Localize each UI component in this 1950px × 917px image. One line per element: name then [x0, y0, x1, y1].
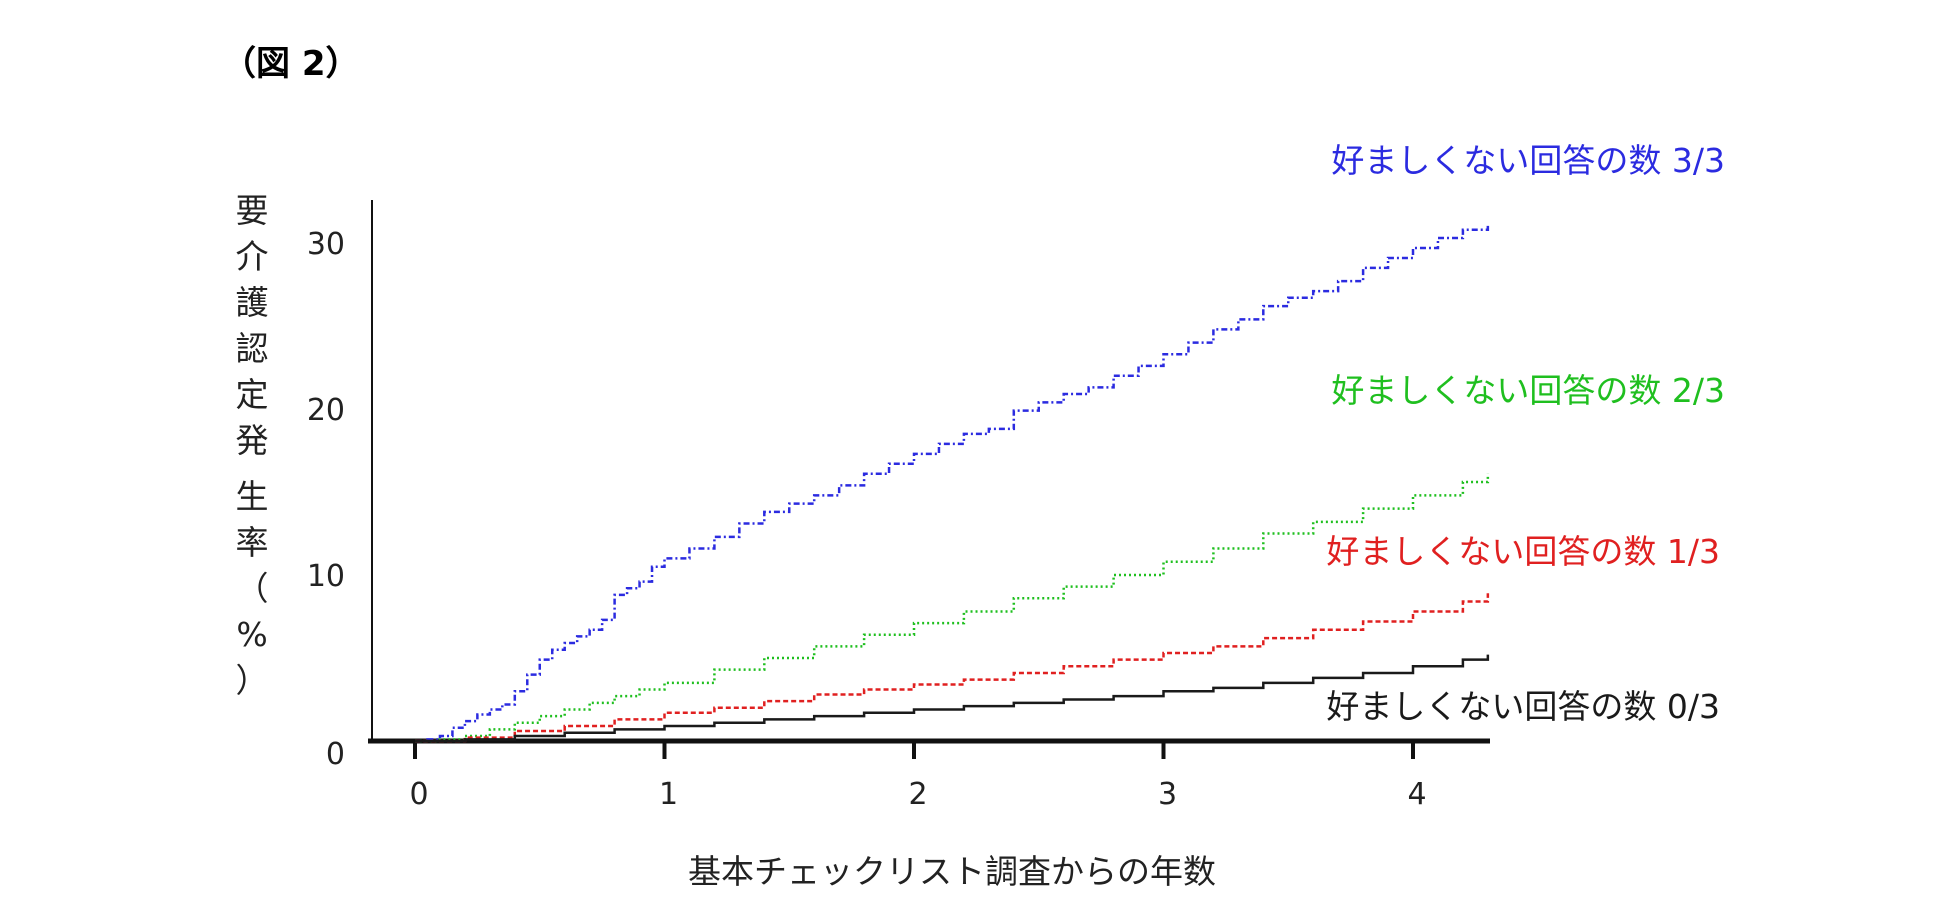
- series-labels: 好ましくない回答の数 3/3 好ましくない回答の数 2/3 好ましくない回答の数 1…: [1326, 141, 1725, 726]
- y-tick-label: 20: [307, 393, 345, 428]
- x-tick-label: 3: [1158, 777, 1177, 812]
- x-tick-label: 0: [409, 777, 428, 812]
- series-group: [415, 223, 1490, 743]
- x-tick-label: 4: [1407, 777, 1426, 812]
- y-axis-title-char: 認: [236, 329, 269, 368]
- chart-axes: [368, 200, 1490, 744]
- y-tick-label: 0: [326, 737, 345, 772]
- series-label: 好ましくない回答の数 3/3: [1331, 141, 1725, 180]
- series-line: [415, 593, 1490, 743]
- series-label: 好ましくない回答の数 0/3: [1326, 687, 1720, 726]
- series-line: [415, 654, 1490, 743]
- x-tick-label: 2: [908, 777, 927, 812]
- x-tick-label: 1: [659, 777, 678, 812]
- series-label: 好ましくない回答の数 2/3: [1331, 371, 1725, 410]
- y-axis-title-char: 要: [236, 191, 269, 230]
- y-tick-label: 10: [307, 559, 345, 594]
- series-label: 好ましくない回答の数 1/3: [1326, 532, 1720, 571]
- y-tick-label: 30: [307, 227, 345, 262]
- y-ticks: 0 10 20 30: [307, 227, 345, 772]
- x-ticks: 0 1 2 3 4: [409, 741, 1427, 812]
- y-axis-title-char: 定: [236, 375, 269, 414]
- y-axis-title-char: 率: [236, 523, 269, 562]
- figure-label: （図 2）: [222, 44, 360, 84]
- series-line: [415, 473, 1490, 743]
- y-axis-title-char: 介: [236, 237, 269, 276]
- series-line: [415, 223, 1490, 743]
- y-axis-title-char: 発: [236, 421, 269, 460]
- x-axis-title: 基本チェックリスト調査からの年数: [688, 852, 1216, 891]
- y-axis-title-char: （: [236, 569, 269, 608]
- y-axis-title-char: 生: [236, 477, 269, 516]
- y-axis-title-char: %: [236, 615, 267, 654]
- y-axis-title-char: ）: [236, 661, 269, 700]
- y-axis-title-char: 護: [236, 283, 269, 322]
